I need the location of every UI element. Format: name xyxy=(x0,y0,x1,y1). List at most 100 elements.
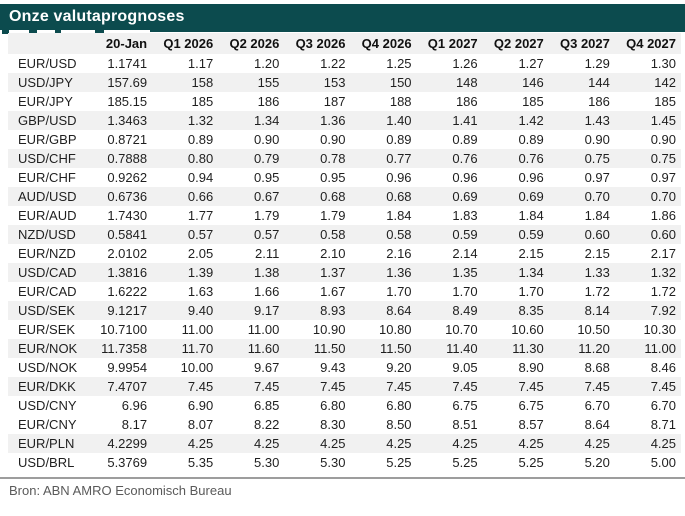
value-cell: 8.35 xyxy=(482,301,549,320)
column-header: Q1 2027 xyxy=(416,33,483,54)
value-cell: 11.50 xyxy=(284,339,351,358)
value-cell: 11.00 xyxy=(247,322,280,337)
value-cell: 6.85 xyxy=(254,398,280,413)
value-cell: 8.93 xyxy=(284,301,351,320)
value-cell: 0.96 xyxy=(386,170,412,185)
value-cell: 6.80 xyxy=(386,398,412,413)
value-cell: 188 xyxy=(389,94,412,109)
value-cell: 9.17 xyxy=(218,301,285,320)
value-cell: 9.9954 xyxy=(107,360,148,375)
value-cell: 5.30 xyxy=(254,455,280,470)
value-cell: 1.79 xyxy=(254,208,280,223)
value-cell: 4.25 xyxy=(350,434,417,453)
table-row: EUR/JPY 185.15 185 186 187 188 186 185 186 185 xyxy=(8,92,681,111)
value-cell: 4.25 xyxy=(548,434,615,453)
table-row: EUR/PLN 4.2299 4.25 4.25 4.25 4.25 4.25 4.25 4.2… xyxy=(8,434,681,453)
value-cell: 2.11 xyxy=(254,246,280,261)
value-cell: 10.50 xyxy=(577,322,610,337)
value-cell: 8.22 xyxy=(254,417,280,432)
table-row: EUR/GBP 0.8721 0.89 0.90 0.90 0.89 0.89 0.89 0.9… xyxy=(8,130,681,149)
value-cell: 1.84 xyxy=(518,208,544,223)
value-cell: 0.94 xyxy=(187,170,214,185)
value-cell: 4.25 xyxy=(152,434,219,453)
value-cell: 0.67 xyxy=(218,187,285,206)
value-cell: 0.69 xyxy=(416,187,483,206)
value-cell: 8.57 xyxy=(518,417,544,432)
value-cell: 6.75 xyxy=(452,398,478,413)
value-cell: 9.20 xyxy=(386,360,412,375)
value-cell: 10.70 xyxy=(445,322,478,337)
value-cell: 7.92 xyxy=(614,301,681,320)
value-cell: 0.7888 xyxy=(86,149,153,168)
value-cell: 0.58 xyxy=(284,225,351,244)
table-row: EUR/SEK 10.7100 11.00 11.00 10.90 10.80 10.70 1… xyxy=(8,320,681,339)
value-cell: 8.71 xyxy=(650,417,676,432)
value-cell: 1.32 xyxy=(614,263,681,282)
value-cell: 8.51 xyxy=(452,417,478,432)
value-cell: 10.60 xyxy=(511,322,544,337)
table-row: AUD/USD 0.6736 0.66 0.67 0.68 0.68 0.69 0.69 0.7… xyxy=(8,187,681,206)
table-row: USD/BRL 5.3769 5.35 5.30 5.30 5.25 5.25 5.25 5.2… xyxy=(8,453,681,472)
value-cell: 1.36 xyxy=(350,263,417,282)
pair-cell: EUR/SEK xyxy=(18,322,76,337)
pair-cell: NZD/USD xyxy=(8,225,86,244)
value-cell: 2.17 xyxy=(650,246,676,261)
value-cell: 158 xyxy=(152,73,219,92)
column-header: Q1 2026 xyxy=(152,33,219,54)
pair-cell: USD/CNY xyxy=(18,398,77,413)
table-row: GBP/USD 1.3463 1.32 1.34 1.36 1.40 1.41 1.42 1.4… xyxy=(8,111,681,130)
value-cell: 8.30 xyxy=(320,417,346,432)
table-body: EUR/USD 1.1741 1.17 1.20 1.22 1.25 1.26 1.27 1.2… xyxy=(8,54,681,472)
pair-cell: EUR/NOK xyxy=(8,339,86,358)
value-cell: 5.35 xyxy=(187,455,214,470)
value-cell: 0.80 xyxy=(152,149,219,168)
value-cell: 2.15 xyxy=(584,246,610,261)
value-cell: 11.50 xyxy=(350,339,417,358)
value-cell: 5.00 xyxy=(650,455,676,470)
value-cell: 7.45 xyxy=(218,377,285,396)
value-cell: 0.75 xyxy=(614,149,681,168)
pair-cell: EUR/NZD xyxy=(18,246,76,261)
value-cell: 6.75 xyxy=(518,398,544,413)
value-cell: 0.95 xyxy=(254,170,280,185)
value-cell: 7.45 xyxy=(482,377,549,396)
value-cell: 1.84 xyxy=(584,208,610,223)
table-row: USD/CHF 0.7888 0.80 0.79 0.78 0.77 0.76 0.76 0.7… xyxy=(8,149,681,168)
value-cell: 0.59 xyxy=(482,225,549,244)
value-cell: 0.95 xyxy=(320,170,346,185)
value-cell: 153 xyxy=(284,73,351,92)
table-title-bar: Onze valutaprognoses xyxy=(0,4,685,30)
table-row: USD/CAD 1.3816 1.39 1.38 1.37 1.36 1.35 1.34 1.3… xyxy=(8,263,681,282)
value-cell: 1.70 xyxy=(518,284,544,299)
value-cell: 1.33 xyxy=(548,263,615,282)
value-cell: 0.97 xyxy=(584,170,610,185)
value-cell: 9.40 xyxy=(152,301,219,320)
value-cell: 1.66 xyxy=(254,284,280,299)
pair-cell: AUD/USD xyxy=(8,187,86,206)
value-cell: 7.45 xyxy=(284,377,351,396)
source-note: Bron: ABN AMRO Economisch Bureau xyxy=(9,483,232,498)
value-cell: 4.2299 xyxy=(86,434,153,453)
value-cell: 2.0102 xyxy=(107,246,148,261)
value-cell: 1.83 xyxy=(452,208,478,223)
value-cell: 4.25 xyxy=(614,434,681,453)
table-row: EUR/USD 1.1741 1.17 1.20 1.22 1.25 1.26 1.27 1.2… xyxy=(8,54,681,73)
value-cell: 186 xyxy=(455,94,478,109)
value-cell: 9.43 xyxy=(320,360,346,375)
value-cell: 1.3463 xyxy=(86,111,153,130)
value-cell: 1.42 xyxy=(482,111,549,130)
value-cell: 4.25 xyxy=(284,434,351,453)
value-cell: 1.86 xyxy=(650,208,676,223)
value-cell: 1.77 xyxy=(187,208,214,223)
value-cell: 4.25 xyxy=(218,434,285,453)
value-cell: 11.30 xyxy=(482,339,549,358)
value-cell: 5.25 xyxy=(452,455,478,470)
value-cell: 2.05 xyxy=(187,246,214,261)
column-header: Q2 2027 xyxy=(482,33,549,54)
value-cell: 0.89 xyxy=(386,132,412,147)
value-cell: 7.45 xyxy=(548,377,615,396)
value-cell: 7.45 xyxy=(416,377,483,396)
value-cell: 0.96 xyxy=(518,170,544,185)
clipped-text-artifact xyxy=(55,30,61,33)
value-cell: 1.6222 xyxy=(107,284,148,299)
